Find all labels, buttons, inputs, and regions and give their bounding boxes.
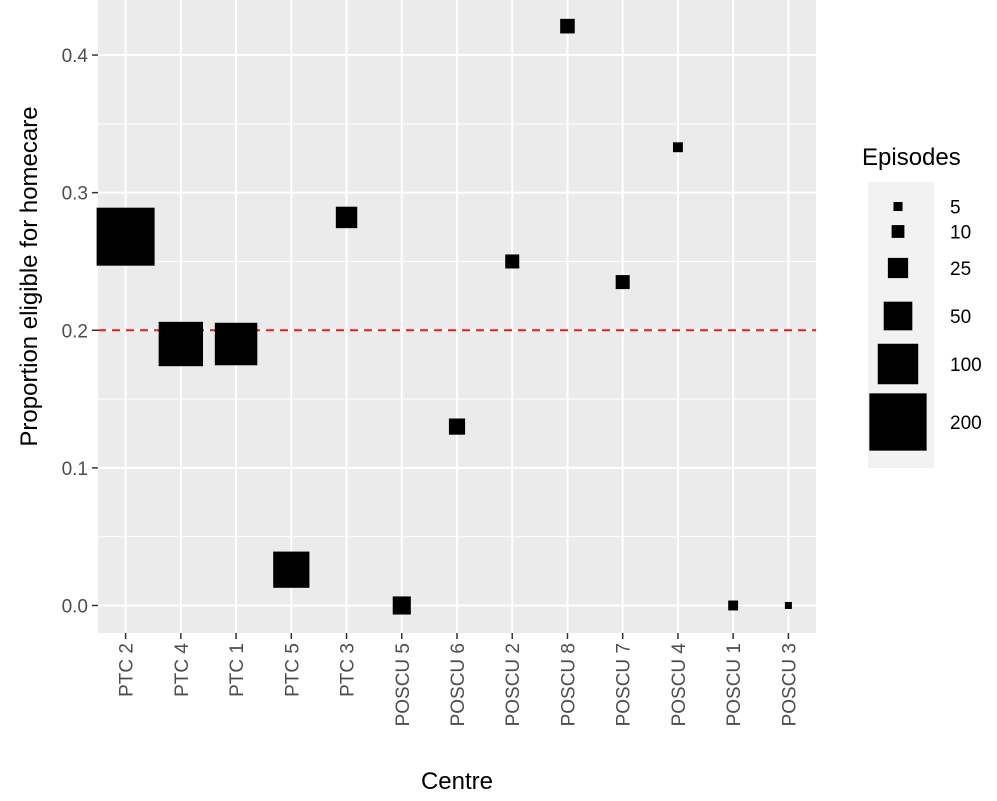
x-tick-label: POSCU 7 — [614, 643, 635, 726]
x-tick-label: PTC 3 — [338, 643, 359, 697]
size-legend: Episodes 5 10 25 50 100 200 — [862, 144, 982, 468]
data-point — [728, 600, 739, 611]
x-tick-label: PTC 5 — [282, 643, 303, 697]
y-axis: 0.0 0.1 0.2 0.3 0.4 — [62, 46, 98, 617]
x-tick-label: POSCU 6 — [448, 643, 469, 726]
x-tick-label: POSCU 4 — [669, 643, 690, 727]
x-tick-label: POSCU 8 — [558, 643, 579, 726]
major-gridlines — [98, 0, 816, 633]
legend-key — [893, 201, 903, 212]
legend-key — [883, 301, 913, 331]
legend-label: 5 — [950, 198, 961, 219]
x-tick-label: POSCU 1 — [724, 643, 745, 726]
legend-label: 10 — [950, 223, 971, 244]
y-tick-label: 0.1 — [62, 459, 88, 480]
data-point — [505, 254, 520, 269]
data-point — [273, 551, 310, 588]
x-tick-label: PTC 1 — [227, 643, 248, 697]
y-tick-label: 0.4 — [62, 46, 89, 67]
x-tick-label: POSCU 2 — [503, 643, 524, 726]
x-tick-label: POSCU 3 — [779, 643, 800, 726]
data-point — [615, 275, 630, 290]
legend-label: 50 — [950, 307, 971, 328]
data-point — [96, 207, 155, 266]
y-axis-title: Proportion eligible for homecare — [16, 106, 43, 446]
legend-key — [887, 257, 909, 279]
data-points — [96, 18, 792, 615]
data-point — [214, 322, 258, 366]
data-point — [335, 206, 358, 229]
legend-label: 100 — [950, 355, 982, 376]
legend-key — [891, 225, 905, 238]
y-tick-label: 0.2 — [62, 321, 88, 342]
data-point — [448, 418, 466, 435]
legend-label: 25 — [950, 259, 971, 280]
y-tick-label: 0.0 — [62, 596, 88, 617]
x-tick-label: PTC 2 — [117, 643, 138, 697]
data-point — [672, 142, 683, 153]
x-tick-label: POSCU 5 — [393, 643, 414, 726]
x-axis-title: Centre — [421, 768, 493, 795]
legend-label: 200 — [950, 413, 982, 434]
data-point — [392, 596, 411, 615]
legend-key — [877, 343, 919, 385]
legend-key — [869, 393, 927, 451]
legend-title: Episodes — [862, 144, 961, 171]
data-point — [784, 601, 792, 609]
data-point — [560, 18, 575, 34]
x-axis: PTC 2 PTC 4 PTC 1 PTC 5 PTC 3 POSCU 5 POSCU 6 P… — [117, 633, 800, 727]
y-tick-label: 0.3 — [62, 184, 88, 205]
data-point — [158, 321, 204, 367]
x-tick-label: PTC 4 — [172, 643, 193, 697]
